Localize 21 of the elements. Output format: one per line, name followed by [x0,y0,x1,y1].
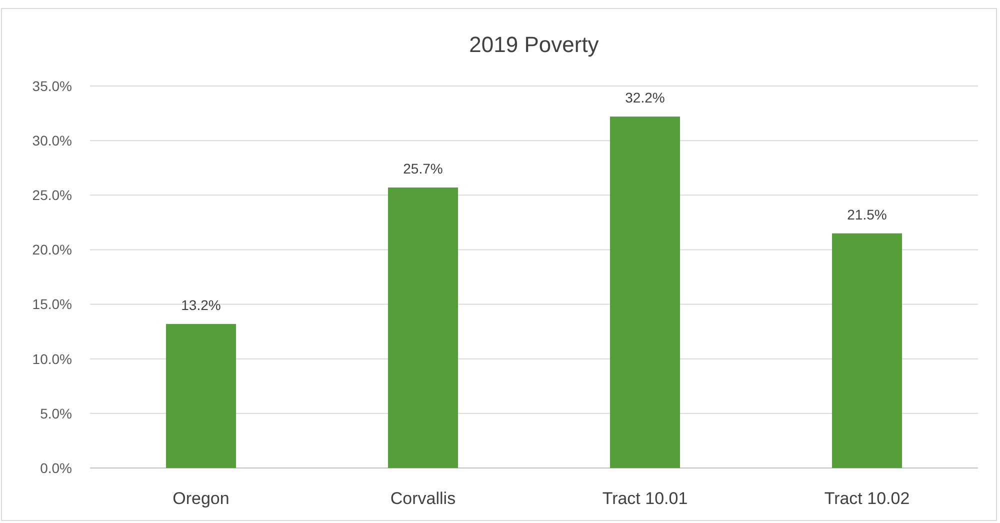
data-label: 25.7% [403,160,443,177]
x-tick-label: Tract 10.02 [824,488,910,508]
y-tick-label: 0.0% [40,460,72,476]
y-tick-label: 5.0% [40,405,72,422]
y-tick-label: 15.0% [32,296,72,312]
data-label: 13.2% [181,296,221,313]
y-tick-label: 10.0% [32,350,72,367]
x-tick-label: Oregon [172,488,230,508]
bar [610,116,680,468]
x-tick-label: Corvallis [390,488,456,508]
y-tick-label: 35.0% [32,78,72,94]
data-label: 32.2% [625,90,665,106]
bar [832,233,902,468]
bar [388,188,458,468]
chart-title: 2019 Poverty [469,32,599,57]
bar [166,324,236,468]
y-tick-label: 20.0% [32,242,72,258]
data-label: 21.5% [847,206,887,222]
x-tick-label: Tract 10.01 [602,488,688,508]
y-tick-label: 25.0% [32,187,72,204]
y-tick-label: 30.0% [32,132,72,148]
